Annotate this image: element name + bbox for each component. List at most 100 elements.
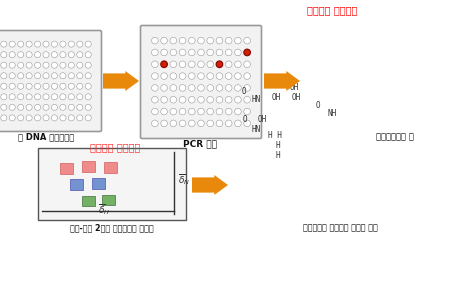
Circle shape xyxy=(26,83,32,89)
Circle shape xyxy=(152,61,158,68)
Text: NH: NH xyxy=(328,110,337,118)
Circle shape xyxy=(51,41,58,47)
Circle shape xyxy=(225,49,232,56)
Circle shape xyxy=(198,37,204,44)
Bar xyxy=(60,163,73,174)
Circle shape xyxy=(51,83,58,89)
Circle shape xyxy=(51,62,58,68)
Circle shape xyxy=(18,83,24,89)
Circle shape xyxy=(85,104,91,110)
Circle shape xyxy=(170,73,177,80)
Circle shape xyxy=(68,41,74,47)
Circle shape xyxy=(170,120,177,127)
Circle shape xyxy=(216,61,223,68)
Circle shape xyxy=(179,108,186,115)
Circle shape xyxy=(189,85,195,91)
Circle shape xyxy=(189,73,195,80)
Circle shape xyxy=(9,41,15,47)
Bar xyxy=(104,162,117,173)
Circle shape xyxy=(234,96,241,103)
Text: O: O xyxy=(316,101,320,110)
Circle shape xyxy=(43,83,49,89)
Circle shape xyxy=(85,41,91,47)
Circle shape xyxy=(77,83,83,89)
Circle shape xyxy=(51,73,58,79)
Circle shape xyxy=(35,104,40,110)
Text: H H: H H xyxy=(268,130,282,140)
Circle shape xyxy=(234,61,241,68)
Circle shape xyxy=(207,49,214,56)
Text: OH: OH xyxy=(272,94,281,103)
Text: O: O xyxy=(243,116,248,124)
Text: $\overline{\delta}_N$: $\overline{\delta}_N$ xyxy=(178,172,190,188)
Circle shape xyxy=(1,83,7,89)
Circle shape xyxy=(198,73,204,80)
Circle shape xyxy=(85,73,91,79)
Circle shape xyxy=(43,94,49,100)
Circle shape xyxy=(43,104,49,110)
Circle shape xyxy=(234,73,241,80)
Circle shape xyxy=(51,115,58,121)
Circle shape xyxy=(43,62,49,68)
Circle shape xyxy=(244,85,251,91)
Text: 논리적이고 효율적인 천연물 발굴: 논리적이고 효율적인 천연물 발굴 xyxy=(302,223,378,232)
Circle shape xyxy=(26,115,32,121)
Circle shape xyxy=(60,62,66,68)
Circle shape xyxy=(244,120,251,127)
Circle shape xyxy=(225,96,232,103)
Circle shape xyxy=(77,62,83,68)
Circle shape xyxy=(43,115,49,121)
Circle shape xyxy=(9,94,15,100)
Text: 을 DNA 라이브러리: 을 DNA 라이브러리 xyxy=(18,132,74,141)
Circle shape xyxy=(43,52,49,58)
Circle shape xyxy=(170,61,177,68)
Bar xyxy=(70,179,83,190)
Circle shape xyxy=(152,96,158,103)
Circle shape xyxy=(170,37,177,44)
Text: 계통분류학적 분: 계통분류학적 분 xyxy=(376,132,414,141)
Text: H: H xyxy=(275,142,279,151)
Circle shape xyxy=(18,104,24,110)
Circle shape xyxy=(77,52,83,58)
Circle shape xyxy=(225,61,232,68)
Circle shape xyxy=(26,73,32,79)
Circle shape xyxy=(170,49,177,56)
Text: OH: OH xyxy=(292,94,301,103)
Circle shape xyxy=(68,62,74,68)
Circle shape xyxy=(43,73,49,79)
Circle shape xyxy=(179,96,186,103)
Circle shape xyxy=(85,83,91,89)
Circle shape xyxy=(179,73,186,80)
Circle shape xyxy=(152,120,158,127)
Circle shape xyxy=(244,108,251,115)
Circle shape xyxy=(77,94,83,100)
Text: $\overline{\delta}_H$: $\overline{\delta}_H$ xyxy=(98,202,110,217)
Circle shape xyxy=(26,94,32,100)
Circle shape xyxy=(179,61,186,68)
Circle shape xyxy=(207,61,214,68)
Circle shape xyxy=(244,73,251,80)
Text: OH: OH xyxy=(270,77,279,86)
Circle shape xyxy=(179,37,186,44)
Text: OH: OH xyxy=(290,83,299,92)
Circle shape xyxy=(179,120,186,127)
Circle shape xyxy=(216,85,223,91)
Circle shape xyxy=(35,52,40,58)
Circle shape xyxy=(225,85,232,91)
Circle shape xyxy=(43,41,49,47)
Circle shape xyxy=(1,94,7,100)
Circle shape xyxy=(35,83,40,89)
Circle shape xyxy=(18,94,24,100)
Text: H: H xyxy=(275,152,279,160)
Circle shape xyxy=(77,115,83,121)
Circle shape xyxy=(152,108,158,115)
Circle shape xyxy=(189,37,195,44)
Bar xyxy=(102,195,115,205)
Circle shape xyxy=(161,73,167,80)
Circle shape xyxy=(77,104,83,110)
Circle shape xyxy=(161,49,167,56)
Circle shape xyxy=(207,37,214,44)
Circle shape xyxy=(216,120,223,127)
Circle shape xyxy=(18,73,24,79)
Circle shape xyxy=(234,85,241,91)
